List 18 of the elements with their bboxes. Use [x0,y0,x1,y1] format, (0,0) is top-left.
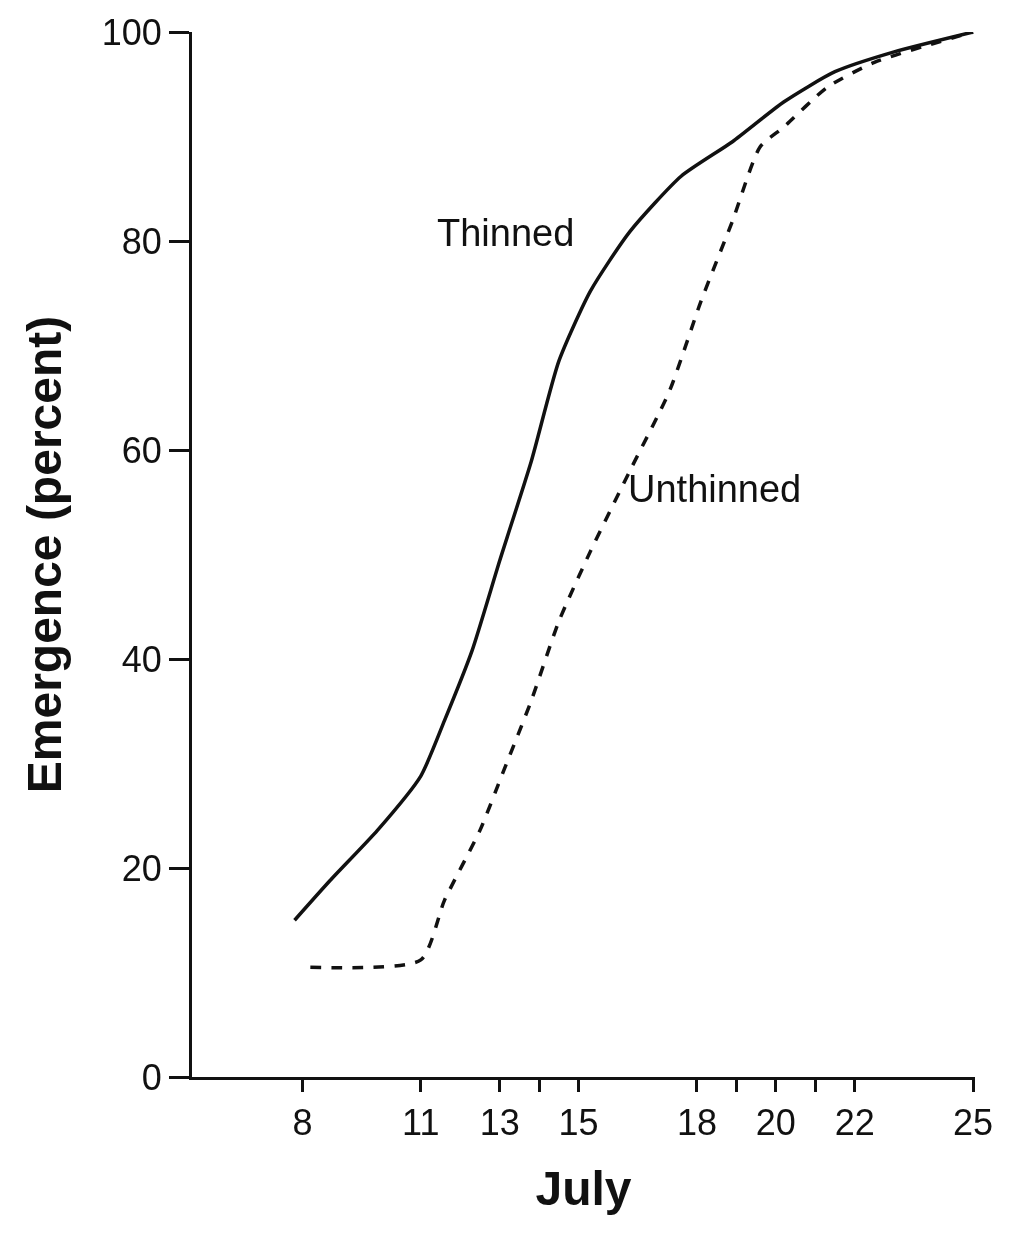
x-tick-label: 8 [292,1102,313,1144]
y-tick-label: 100 [101,11,162,53]
annotation: Unthinned [628,468,802,510]
y-tick-label: 60 [121,429,162,471]
x-tick-label: 11 [402,1102,440,1144]
x-tick-label: 22 [834,1102,875,1144]
y-tick-label: 80 [121,220,162,262]
x-axis-title: July [535,1162,632,1216]
annotation: Thinned [437,212,575,254]
x-tick-label: 20 [755,1102,796,1144]
x-tick-label: 15 [558,1102,599,1144]
x-tick-label: 18 [676,1102,717,1144]
x-tick-label: 13 [479,1102,520,1144]
y-axis-title: Emergence (percent) [18,315,72,794]
y-tick-label: 20 [121,847,162,889]
x-tick-label: 25 [953,1102,994,1144]
y-tick-label: 40 [121,638,162,680]
y-tick-label: 0 [141,1056,162,1098]
